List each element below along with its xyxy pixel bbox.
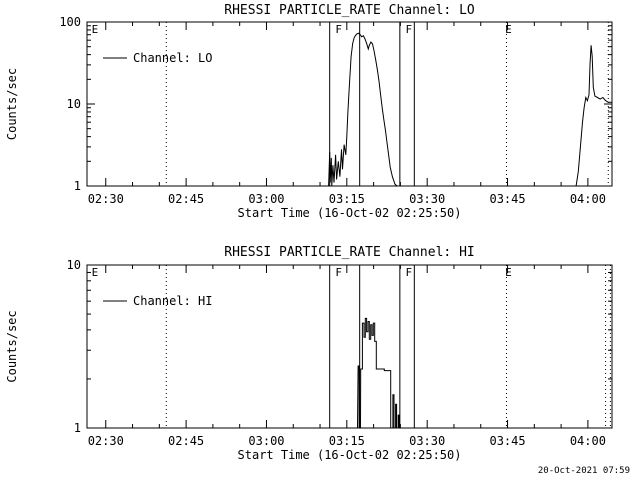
plot-box [86,21,613,187]
event-flag-label: F [406,266,413,279]
legend-label: Channel: HI [133,294,212,308]
rhessi-lo-chart: 02:30 02:45 03:00 03:15 03:30 03:45 04:00 1 10 10… [5,3,613,220]
x-tick-label: 03:00 [248,192,284,206]
rhessi-hi-chart: 02:30 02:45 03:00 03:15 03:30 03:45 04:00 1 10 E F… [5,245,613,462]
y-tick-label: 1 [74,421,81,435]
x-tick-label: 02:30 [88,192,124,206]
x-tick-label: 03:15 [329,192,365,206]
rhessi-lo-chart-panel: 02:30 02:45 03:00 03:15 03:30 03:45 04:00 1 10 10… [0,0,640,232]
x-tick-label: 02:30 [88,434,124,448]
event-flag-label: E [505,23,512,36]
x-axis-label: Start Time (16-Oct-02 02:25:50) [238,206,462,220]
data-series-line [87,32,612,186]
plot-creation-timestamp: 20-Oct-2021 07:59 [537,466,630,476]
chart-title: RHESSI PARTICLE_RATE Channel: HI [224,245,474,260]
data-series-line [87,317,612,428]
x-tick-label: 03:30 [409,192,445,206]
chart-title: RHESSI PARTICLE_RATE Channel: LO [224,3,475,18]
y-tick-label: 1 [74,179,81,193]
event-flag-label: F [335,23,342,36]
event-flag-label: E [505,266,512,279]
x-tick-label: 03:00 [248,434,284,448]
event-flag-label: F [406,23,413,36]
x-tick-label: 03:45 [489,434,525,448]
y-axis-label: Counts/sec [5,68,19,140]
x-tick-label: 04:00 [570,434,606,448]
x-tick-label: 03:45 [489,192,525,206]
event-flag-label: F [335,266,342,279]
x-axis-label: Start Time (16-Oct-02 02:25:50) [238,448,462,462]
y-tick-label: 10 [67,97,81,111]
y-axis-label: Counts/sec [5,310,19,382]
x-tick-label: 03:30 [409,434,445,448]
x-tick-label: 03:15 [329,434,365,448]
x-tick-label: 02:45 [168,192,204,206]
x-tick-label: 02:45 [168,434,204,448]
legend-label: Channel: LO [133,51,212,65]
y-tick-label: 100 [59,15,81,29]
x-tick-label: 04:00 [570,192,606,206]
event-flag-label: E [92,23,99,36]
rhessi-hi-chart-panel: 02:30 02:45 03:00 03:15 03:30 03:45 04:00 1 10 E F… [0,238,640,470]
y-tick-label: 10 [67,258,81,272]
plot-box [86,264,613,429]
event-flag-label: E [92,266,99,279]
